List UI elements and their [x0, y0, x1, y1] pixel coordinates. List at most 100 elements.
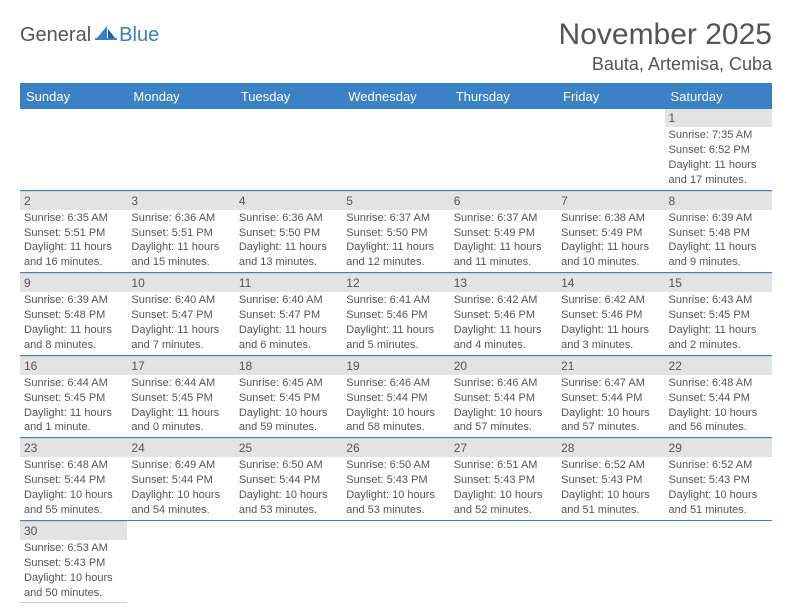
daylight-text: Daylight: 11 hours and 1 minute.	[24, 406, 123, 436]
day-number: 10	[127, 273, 234, 292]
day-number: 3	[127, 191, 234, 210]
weekday-header: Tuesday	[235, 84, 342, 110]
daylight-text: Daylight: 10 hours and 52 minutes.	[454, 488, 553, 518]
calendar-week-row: 30Sunrise: 6:53 AMSunset: 5:43 PMDayligh…	[20, 520, 772, 603]
sunset-text: Sunset: 5:51 PM	[24, 226, 123, 241]
calendar-cell: 22Sunrise: 6:48 AMSunset: 5:44 PMDayligh…	[665, 355, 772, 438]
daylight-text: Daylight: 10 hours and 56 minutes.	[669, 406, 768, 436]
calendar-cell: 16Sunrise: 6:44 AMSunset: 5:45 PMDayligh…	[20, 355, 127, 438]
day-details: Sunrise: 6:37 AMSunset: 5:49 PMDaylight:…	[450, 210, 557, 272]
daylight-text: Daylight: 10 hours and 50 minutes.	[24, 571, 123, 601]
sunrise-text: Sunrise: 6:49 AM	[131, 458, 230, 473]
daylight-text: Daylight: 10 hours and 54 minutes.	[131, 488, 230, 518]
day-details: Sunrise: 6:42 AMSunset: 5:46 PMDaylight:…	[557, 292, 664, 354]
day-details: Sunrise: 6:39 AMSunset: 5:48 PMDaylight:…	[20, 292, 127, 354]
sunrise-text: Sunrise: 6:38 AM	[561, 211, 660, 226]
calendar-week-row: 9Sunrise: 6:39 AMSunset: 5:48 PMDaylight…	[20, 273, 772, 356]
sunrise-text: Sunrise: 6:37 AM	[454, 211, 553, 226]
sunrise-text: Sunrise: 6:40 AM	[131, 293, 230, 308]
day-details: Sunrise: 6:38 AMSunset: 5:49 PMDaylight:…	[557, 210, 664, 272]
daylight-text: Daylight: 11 hours and 12 minutes.	[346, 240, 445, 270]
sunrise-text: Sunrise: 6:46 AM	[346, 376, 445, 391]
calendar-week-row: 23Sunrise: 6:48 AMSunset: 5:44 PMDayligh…	[20, 438, 772, 521]
calendar-cell: 27Sunrise: 6:51 AMSunset: 5:43 PMDayligh…	[450, 438, 557, 521]
day-details: Sunrise: 6:45 AMSunset: 5:45 PMDaylight:…	[235, 375, 342, 437]
day-number: 28	[557, 438, 664, 457]
sunset-text: Sunset: 5:47 PM	[239, 308, 338, 323]
sunrise-text: Sunrise: 6:35 AM	[24, 211, 123, 226]
weekday-header: Wednesday	[342, 84, 449, 110]
sunset-text: Sunset: 5:44 PM	[131, 473, 230, 488]
sunset-text: Sunset: 5:44 PM	[239, 473, 338, 488]
sunset-text: Sunset: 5:44 PM	[24, 473, 123, 488]
sunset-text: Sunset: 5:47 PM	[131, 308, 230, 323]
day-details: Sunrise: 6:44 AMSunset: 5:45 PMDaylight:…	[20, 375, 127, 437]
day-number: 23	[20, 438, 127, 457]
daylight-text: Daylight: 10 hours and 55 minutes.	[24, 488, 123, 518]
calendar-cell: 13Sunrise: 6:42 AMSunset: 5:46 PMDayligh…	[450, 273, 557, 356]
calendar-cell: 4Sunrise: 6:36 AMSunset: 5:50 PMDaylight…	[235, 190, 342, 273]
sunrise-text: Sunrise: 6:36 AM	[239, 211, 338, 226]
day-number: 14	[557, 273, 664, 292]
daylight-text: Daylight: 10 hours and 58 minutes.	[346, 406, 445, 436]
sunset-text: Sunset: 5:45 PM	[24, 391, 123, 406]
daylight-text: Daylight: 11 hours and 16 minutes.	[24, 240, 123, 270]
day-details: Sunrise: 6:52 AMSunset: 5:43 PMDaylight:…	[557, 457, 664, 519]
calendar-cell: 3Sunrise: 6:36 AMSunset: 5:51 PMDaylight…	[127, 190, 234, 273]
day-details: Sunrise: 6:49 AMSunset: 5:44 PMDaylight:…	[127, 457, 234, 519]
day-number: 1	[665, 109, 772, 127]
daylight-text: Daylight: 10 hours and 51 minutes.	[669, 488, 768, 518]
daylight-text: Daylight: 11 hours and 9 minutes.	[669, 240, 768, 270]
daylight-text: Daylight: 11 hours and 0 minutes.	[131, 406, 230, 436]
calendar-cell: 5Sunrise: 6:37 AMSunset: 5:50 PMDaylight…	[342, 190, 449, 273]
sunset-text: Sunset: 5:51 PM	[131, 226, 230, 241]
calendar-cell	[557, 109, 664, 190]
day-number: 25	[235, 438, 342, 457]
calendar-cell: 2Sunrise: 6:35 AMSunset: 5:51 PMDaylight…	[20, 190, 127, 273]
weekday-header: Monday	[127, 84, 234, 110]
sunset-text: Sunset: 5:46 PM	[454, 308, 553, 323]
calendar-cell: 7Sunrise: 6:38 AMSunset: 5:49 PMDaylight…	[557, 190, 664, 273]
day-details: Sunrise: 6:47 AMSunset: 5:44 PMDaylight:…	[557, 375, 664, 437]
daylight-text: Daylight: 10 hours and 59 minutes.	[239, 406, 338, 436]
day-number: 8	[665, 191, 772, 210]
day-number: 9	[20, 273, 127, 292]
day-details: Sunrise: 6:52 AMSunset: 5:43 PMDaylight:…	[665, 457, 772, 519]
sunrise-text: Sunrise: 6:45 AM	[239, 376, 338, 391]
day-number: 11	[235, 273, 342, 292]
sunset-text: Sunset: 5:43 PM	[454, 473, 553, 488]
sunrise-text: Sunrise: 6:52 AM	[669, 458, 768, 473]
header: General Blue November 2025 Bauta, Artemi…	[20, 18, 772, 75]
logo-word2: Blue	[119, 24, 159, 47]
sunrise-text: Sunrise: 6:37 AM	[346, 211, 445, 226]
sunrise-text: Sunrise: 6:43 AM	[669, 293, 768, 308]
day-number: 22	[665, 356, 772, 375]
logo-word1: General	[20, 24, 91, 47]
calendar-cell: 10Sunrise: 6:40 AMSunset: 5:47 PMDayligh…	[127, 273, 234, 356]
sunset-text: Sunset: 5:43 PM	[561, 473, 660, 488]
daylight-text: Daylight: 10 hours and 57 minutes.	[561, 406, 660, 436]
calendar-cell: 9Sunrise: 6:39 AMSunset: 5:48 PMDaylight…	[20, 273, 127, 356]
calendar-table: Sunday Monday Tuesday Wednesday Thursday…	[20, 83, 772, 603]
sunset-text: Sunset: 5:49 PM	[561, 226, 660, 241]
day-details: Sunrise: 6:46 AMSunset: 5:44 PMDaylight:…	[450, 375, 557, 437]
sunset-text: Sunset: 6:52 PM	[669, 143, 768, 158]
sunset-text: Sunset: 5:45 PM	[131, 391, 230, 406]
day-details: Sunrise: 6:50 AMSunset: 5:44 PMDaylight:…	[235, 457, 342, 519]
daylight-text: Daylight: 11 hours and 17 minutes.	[669, 158, 768, 188]
daylight-text: Daylight: 11 hours and 7 minutes.	[131, 323, 230, 353]
day-details: Sunrise: 6:43 AMSunset: 5:45 PMDaylight:…	[665, 292, 772, 354]
day-details: Sunrise: 6:44 AMSunset: 5:45 PMDaylight:…	[127, 375, 234, 437]
weekday-header: Thursday	[450, 84, 557, 110]
sunset-text: Sunset: 5:48 PM	[669, 226, 768, 241]
calendar-cell: 17Sunrise: 6:44 AMSunset: 5:45 PMDayligh…	[127, 355, 234, 438]
day-number: 24	[127, 438, 234, 457]
calendar-cell: 19Sunrise: 6:46 AMSunset: 5:44 PMDayligh…	[342, 355, 449, 438]
sunrise-text: Sunrise: 6:44 AM	[24, 376, 123, 391]
day-number: 26	[342, 438, 449, 457]
calendar-week-row: 2Sunrise: 6:35 AMSunset: 5:51 PMDaylight…	[20, 190, 772, 273]
sunrise-text: Sunrise: 6:50 AM	[346, 458, 445, 473]
sunset-text: Sunset: 5:46 PM	[346, 308, 445, 323]
sunset-text: Sunset: 5:44 PM	[346, 391, 445, 406]
calendar-cell: 6Sunrise: 6:37 AMSunset: 5:49 PMDaylight…	[450, 190, 557, 273]
